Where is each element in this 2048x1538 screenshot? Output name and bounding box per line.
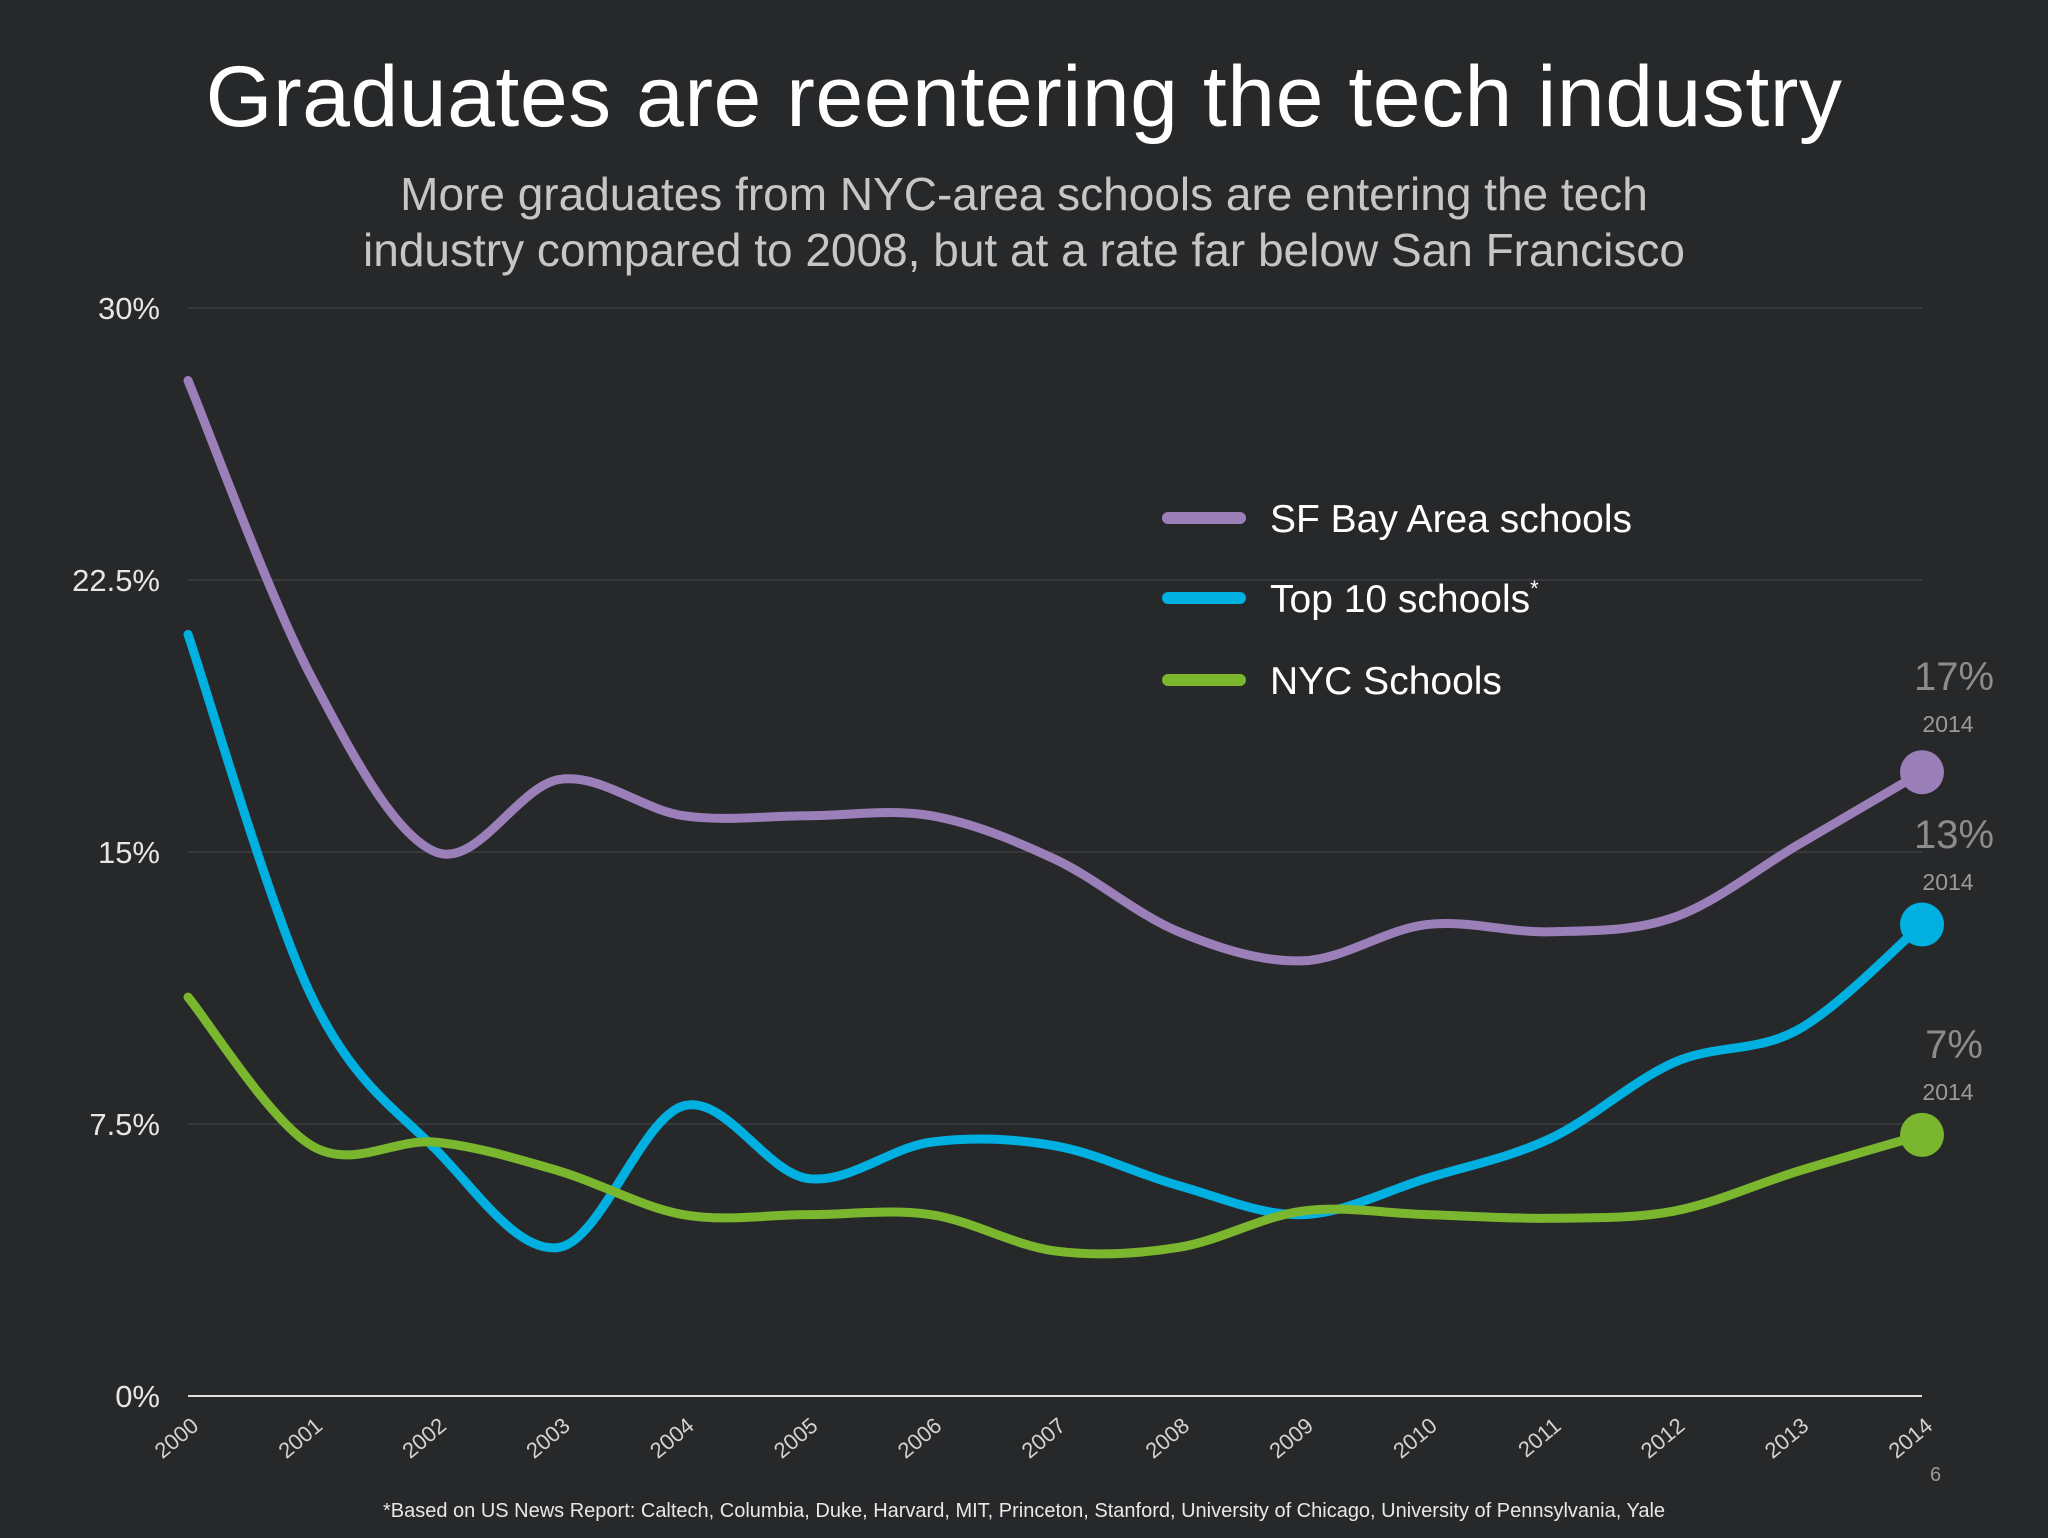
top-10-schools-end-value: 13% xyxy=(1914,813,1994,857)
top-10-schools-line xyxy=(183,629,1927,1253)
nyc-schools-end-year: 2014 xyxy=(1922,1079,1973,1105)
top-10-schools-legend-label: Top 10 schools* xyxy=(1270,576,1539,621)
subtitle-line-1: More graduates from NYC-area schools are… xyxy=(400,168,1648,220)
end-point-annotations: 17% 2014 13% 2014 7% 2014 xyxy=(1900,655,1994,1157)
x-tick-label: 2001 xyxy=(274,1413,328,1464)
top-10-schools-end-marker xyxy=(1900,902,1944,947)
grid-lines xyxy=(188,307,1922,1397)
sf-bay-area-end-year: 2014 xyxy=(1922,711,1973,737)
x-tick-label: 2002 xyxy=(397,1413,451,1464)
y-tick-label: 22.5% xyxy=(72,563,160,598)
sf-bay-area-legend-label: SF Bay Area schools xyxy=(1270,498,1632,541)
x-tick-label: 2013 xyxy=(1760,1413,1814,1464)
nyc-schools-end-value: 7% xyxy=(1925,1023,1983,1067)
chart-title: Graduates are reentering the tech indust… xyxy=(205,49,1843,145)
nyc-schools-line xyxy=(183,992,1927,1259)
x-tick-label: 2014 xyxy=(1884,1413,1938,1464)
x-tick-label: 2009 xyxy=(1264,1413,1318,1464)
x-tick-label: 2005 xyxy=(769,1413,823,1464)
sf-bay-area-end-value: 17% xyxy=(1914,655,1994,699)
legend: SF Bay Area schools Top 10 schools* NYC Sc… xyxy=(1162,498,1632,703)
y-tick-label: 7.5% xyxy=(89,1107,160,1142)
nyc-schools-legend-label: NYC Schools xyxy=(1270,660,1502,703)
x-tick-label: 2006 xyxy=(893,1413,947,1464)
x-tick-label: 2000 xyxy=(150,1413,204,1464)
x-tick-label: 2007 xyxy=(1017,1413,1071,1464)
x-axis-labels: 2000 2001 2002 2003 2004 2005 2006 2007 2008 2009… xyxy=(150,1413,1938,1464)
x-tick-label: 2004 xyxy=(645,1413,699,1464)
x-tick-label: 2011 xyxy=(1513,1413,1565,1463)
page-number: 6 xyxy=(1930,1464,1942,1486)
series-lines xyxy=(183,376,1927,1259)
chart-subtitle: More graduates from NYC-area schools are… xyxy=(274,166,1774,278)
x-tick-label: 2008 xyxy=(1141,1413,1195,1464)
y-tick-label: 0% xyxy=(115,1379,160,1414)
x-tick-label: 2010 xyxy=(1388,1413,1442,1464)
sf-bay-area-line xyxy=(183,376,1927,966)
y-tick-label: 15% xyxy=(98,835,160,870)
sf-bay-area-end-marker xyxy=(1900,750,1944,795)
x-tick-label: 2003 xyxy=(521,1413,575,1464)
subtitle-line-2: industry compared to 2008, but at a rate… xyxy=(363,224,1685,276)
nyc-schools-end-marker xyxy=(1900,1112,1944,1157)
y-axis-labels: 0% 7.5% 15% 22.5% 30% xyxy=(72,291,160,1414)
top-10-schools-end-year: 2014 xyxy=(1922,869,1973,895)
x-tick-label: 2012 xyxy=(1636,1413,1690,1464)
legend-footnote-marker: * xyxy=(1530,576,1539,601)
y-tick-label: 30% xyxy=(98,291,160,326)
footnote: *Based on US News Report: Caltech, Colum… xyxy=(382,1500,1666,1522)
